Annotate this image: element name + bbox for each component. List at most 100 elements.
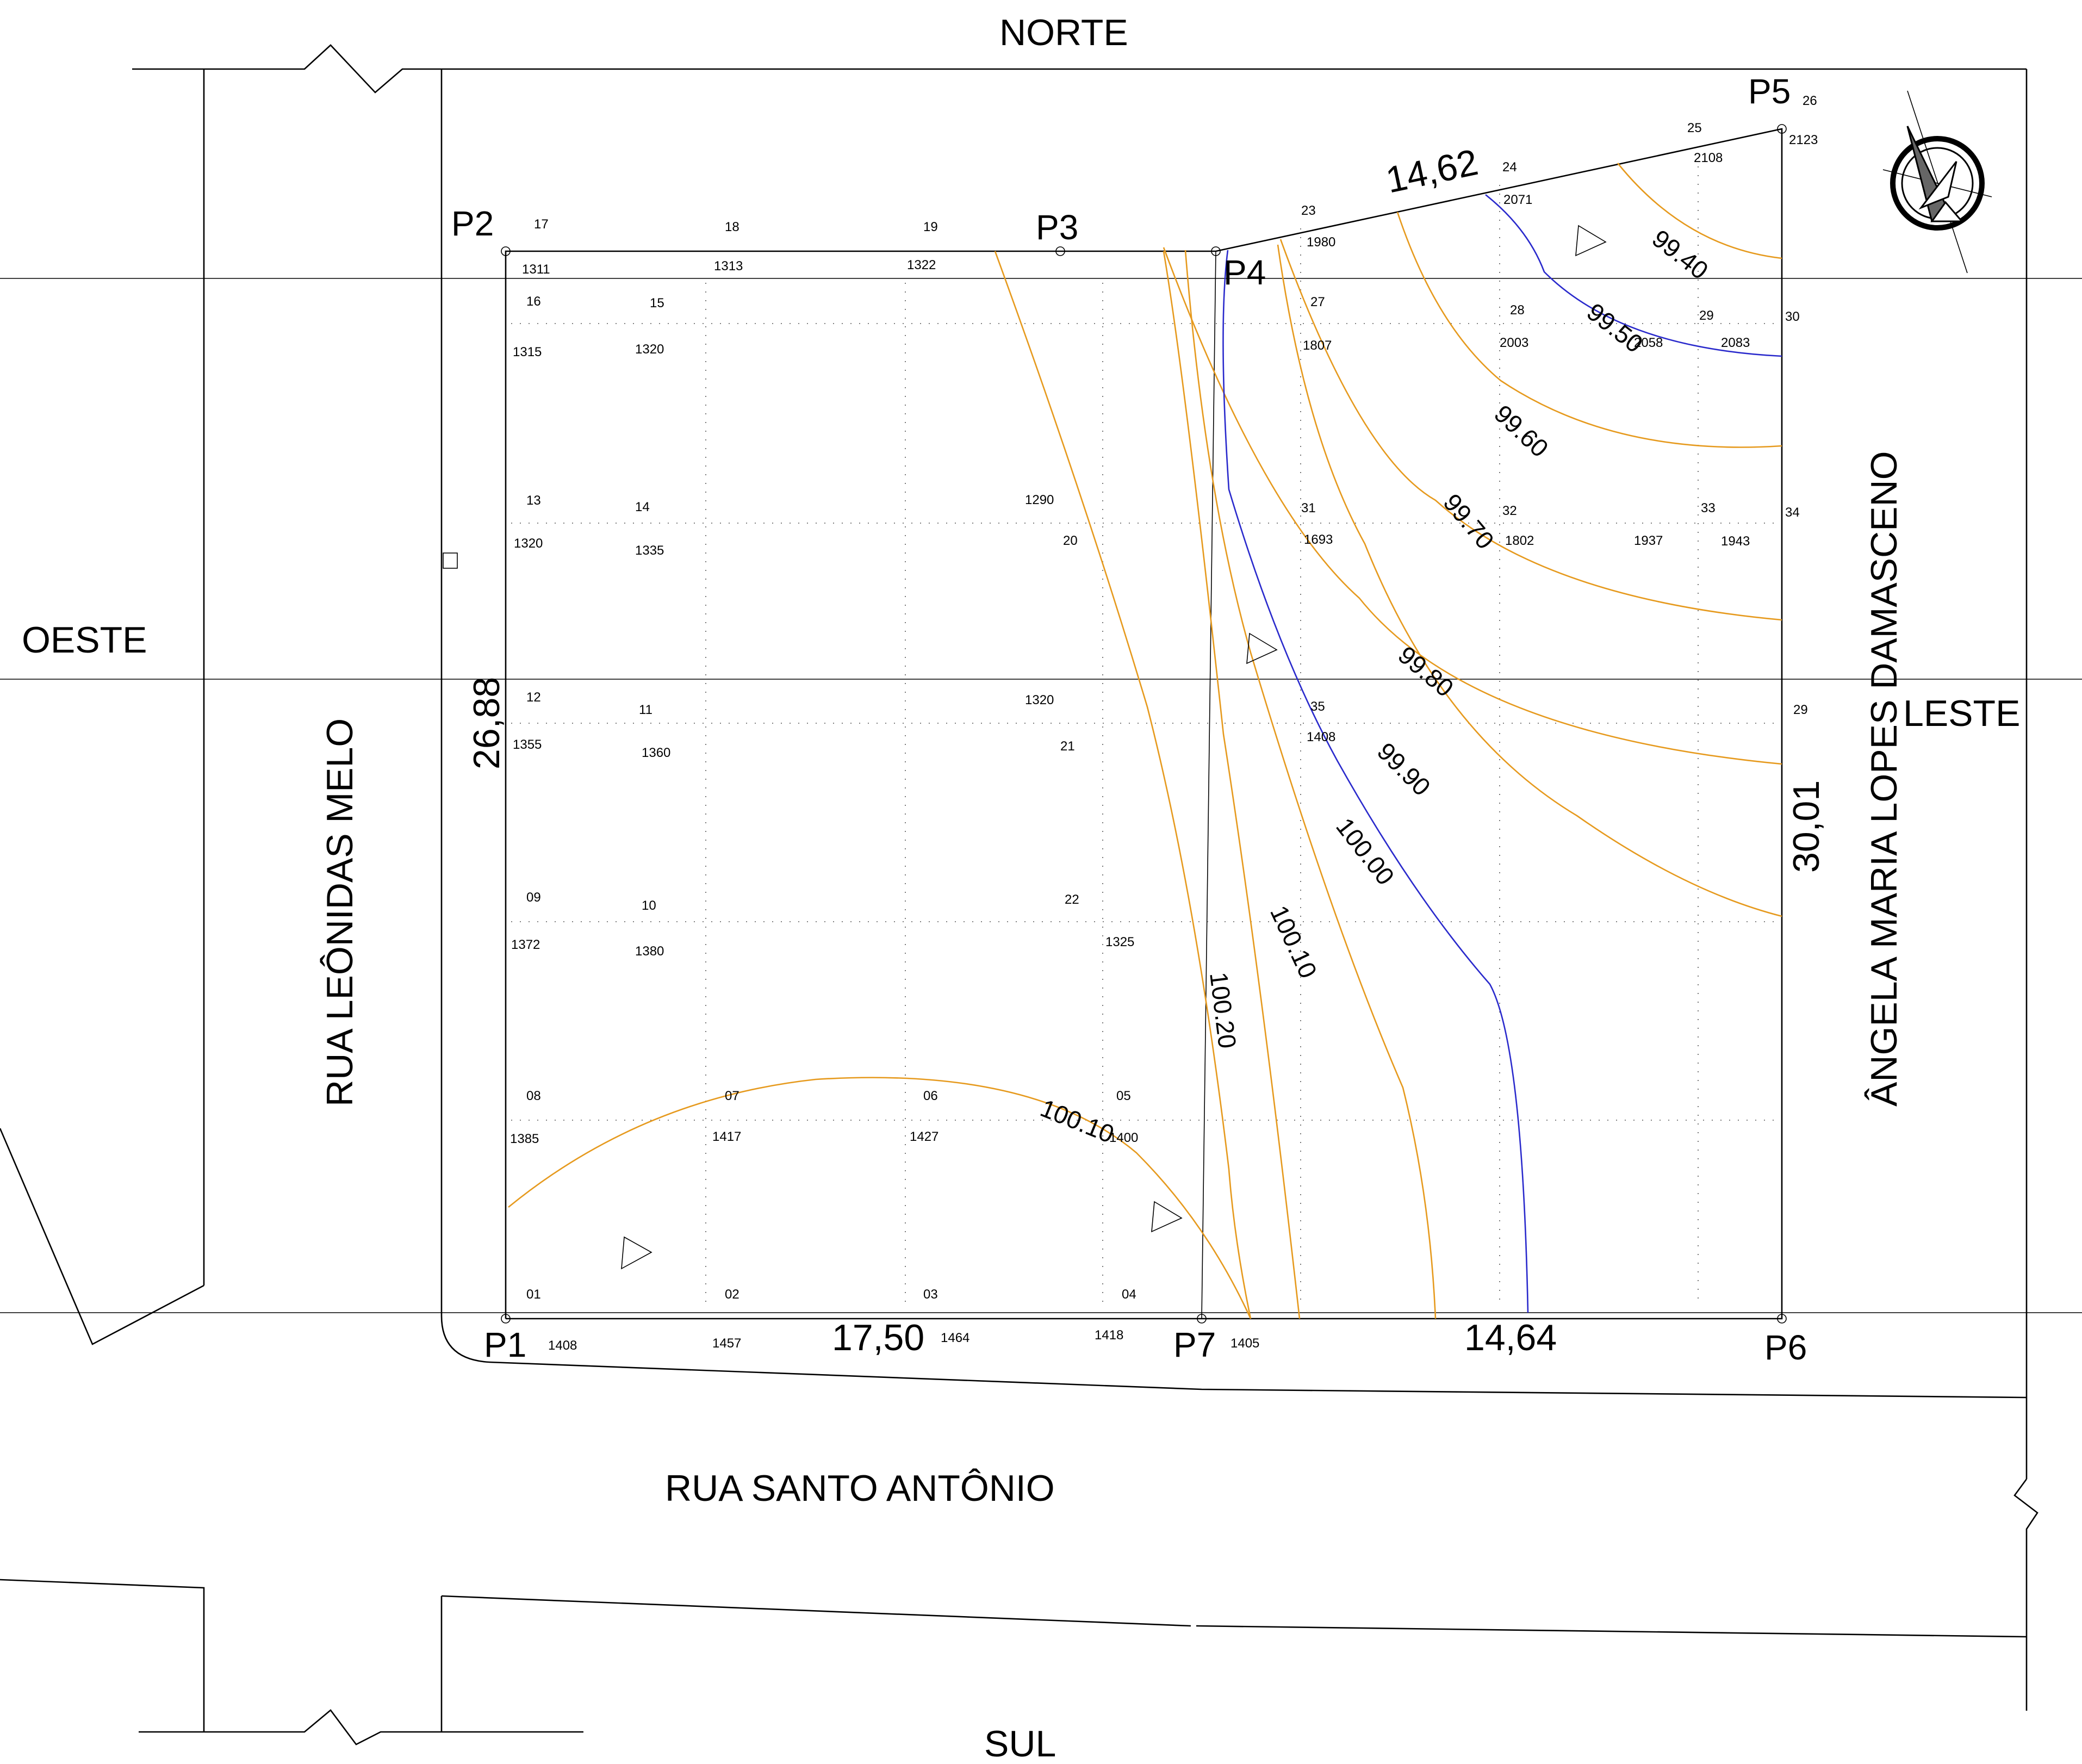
grid-label: 1937 (1634, 533, 1663, 548)
grid-label: 2003 (1500, 336, 1528, 350)
point-label-p6: P6 (1764, 1328, 1807, 1367)
grid-label: 17 (534, 217, 549, 232)
dimension-south-left: 17,50 (832, 1317, 924, 1358)
direction-east: LESTE (1903, 693, 2020, 734)
direction-south: SUL (984, 1723, 1056, 1764)
grid-label: 08 (526, 1089, 541, 1103)
grid-label: 1802 (1505, 533, 1534, 548)
contour-label-9960: 99.60 (1489, 399, 1554, 463)
grid-label: 1408 (548, 1338, 577, 1353)
grid-label: 13 (526, 493, 541, 508)
grid-label: 1311 (522, 262, 550, 277)
contour-label-9970: 99.70 (1438, 488, 1500, 555)
grid-label: 19 (923, 220, 938, 234)
point-label-p5: P5 (1748, 72, 1791, 111)
street-south: RUA SANTO ANTÔNIO (665, 1468, 1055, 1509)
grid-label: 32 (1502, 504, 1517, 518)
grid-label: 30 (1785, 309, 1800, 324)
grid-label: 01 (526, 1287, 541, 1302)
grid-label: 2108 (1694, 151, 1723, 165)
grid-label: 1313 (714, 259, 743, 274)
grid-label: 2123 (1789, 133, 1818, 147)
survey-grid (511, 158, 1778, 1305)
contour-label-10010-a: 100.10 (1265, 901, 1323, 982)
grid-label: 20 (1063, 533, 1078, 548)
grid-label: 1322 (907, 258, 936, 272)
grid-label: 1320 (635, 342, 664, 357)
grid-label: 1405 (1230, 1336, 1259, 1351)
property-boundary (505, 128, 1783, 1320)
grid-label: 10 (642, 898, 656, 913)
contour-label-10020: 100.20 (1204, 971, 1242, 1050)
grid-label: 12 (526, 690, 541, 705)
grid-label: 1380 (635, 944, 664, 959)
grid-label: 1290 (1025, 493, 1054, 507)
grid-label: 33 (1701, 501, 1716, 515)
grid-label: 1372 (511, 937, 540, 952)
grid-label: 1693 (1304, 532, 1333, 547)
grid-label: 29 (1793, 703, 1808, 717)
grid-label: 1320 (514, 536, 543, 551)
point-label-p4: P4 (1223, 253, 1266, 292)
contour-label-10000: 100.00 (1331, 812, 1400, 890)
grid-label: 16 (526, 294, 541, 309)
grid-label: 29 (1699, 308, 1714, 323)
grid-label: 1418 (1095, 1328, 1123, 1343)
grid-label: 1400 (1109, 1131, 1138, 1145)
grid-label: 04 (1122, 1287, 1136, 1302)
grid-label: 1360 (642, 746, 670, 760)
dimension-west: 26,88 (466, 677, 507, 769)
grid-label: 1385 (510, 1132, 539, 1146)
grid-label: 1417 (712, 1129, 741, 1144)
grid-label: 1943 (1721, 534, 1750, 549)
survey-points (501, 124, 1787, 1324)
grid-label: 02 (725, 1287, 739, 1302)
compass-icon (1882, 90, 1992, 274)
grid-label: 05 (1116, 1089, 1131, 1103)
grid-label: 1335 (635, 543, 664, 558)
grid-label: 18 (725, 220, 739, 234)
point-label-p1: P1 (484, 1325, 526, 1364)
grid-label: 23 (1301, 203, 1316, 218)
grid-label: 1408 (1307, 730, 1335, 744)
contour-labels: 99.40 99.50 99.60 99.70 99.80 99.90 100.… (1036, 224, 1713, 1148)
grid-label: 1807 (1303, 338, 1332, 353)
survey-triangle-icon (621, 225, 1607, 1270)
dimension-east: 30,01 (1786, 780, 1827, 873)
dimension-north-diagonal: 14,62 (1382, 141, 1481, 201)
direction-west: OESTE (22, 619, 147, 661)
grid-label: 28 (1510, 303, 1525, 318)
grid-label: 2083 (1721, 336, 1750, 350)
grid-label: 31 (1301, 501, 1316, 515)
grid-label: 1427 (910, 1129, 939, 1144)
grid-labels: 17 1311 18 1313 19 1322 23 1980 24 2071 … (510, 94, 1818, 1353)
contour-label-9940: 99.40 (1647, 224, 1714, 285)
grid-label: 24 (1502, 160, 1517, 175)
street-lines (0, 44, 2082, 1746)
grid-label: 1355 (513, 737, 542, 752)
grid-label: 03 (923, 1287, 938, 1302)
street-east: ÂNGELA MARIA LOPES DAMASCENO (1863, 451, 1905, 1107)
grid-label: 1320 (1025, 693, 1054, 707)
dimension-south-right: 14,64 (1464, 1317, 1557, 1358)
grid-label: 15 (650, 296, 664, 310)
grid-label: 2071 (1503, 192, 1532, 207)
grid-label: 2058 (1634, 336, 1663, 350)
grid-label: 14 (635, 500, 650, 514)
contour-label-9980: 99.80 (1393, 641, 1459, 703)
contour-label-10010-b: 100.10 (1036, 1094, 1118, 1148)
grid-label: 07 (725, 1089, 739, 1103)
grid-label: 22 (1065, 892, 1079, 907)
grid-label: 25 (1687, 121, 1702, 135)
grid-label: 21 (1060, 739, 1075, 754)
grid-label: 1980 (1307, 235, 1335, 250)
street-west: RUA LEÔNIDAS MELO (319, 718, 361, 1107)
grid-label: 1457 (712, 1336, 741, 1351)
grid-label: 11 (639, 703, 652, 717)
point-label-p3: P3 (1036, 208, 1078, 247)
grid-label: 27 (1310, 295, 1325, 309)
point-label-p2: P2 (451, 204, 494, 243)
grid-label: 35 (1310, 699, 1325, 714)
grid-label: 26 (1803, 94, 1817, 108)
